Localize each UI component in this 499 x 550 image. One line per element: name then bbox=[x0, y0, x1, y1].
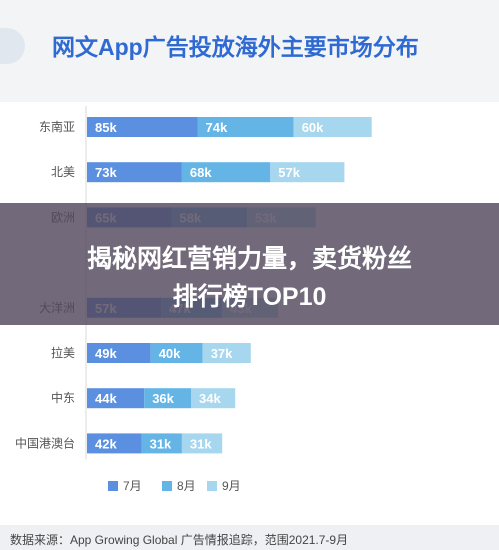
chart-svg: 东南亚85k74k60k北美73k68k57k欧洲65k58k53k大洋洲57k… bbox=[15, 106, 372, 493]
title-bar: 网文App广告投放海外主要市场分布 bbox=[0, 0, 499, 102]
category-label: 中国港澳台 bbox=[15, 435, 75, 450]
bar-segment bbox=[191, 388, 236, 409]
legend-swatch bbox=[207, 481, 217, 491]
bar-segment bbox=[87, 162, 182, 183]
bar-value-label: 42k bbox=[95, 436, 117, 451]
bar-value-label: 73k bbox=[95, 165, 117, 180]
bar-segment bbox=[144, 388, 191, 409]
source-note: 数据来源：App Growing Global 广告情报追踪，范围2021.7-… bbox=[10, 533, 349, 547]
bar-segment bbox=[87, 117, 198, 137]
bar-value-label: 31k bbox=[150, 436, 172, 451]
legend-label: 9月 bbox=[222, 479, 241, 493]
bar-segment bbox=[293, 117, 372, 137]
category-label: 北美 bbox=[51, 165, 75, 179]
legend-label: 8月 bbox=[177, 479, 196, 493]
category-label: 中东 bbox=[51, 390, 75, 405]
legend-swatch bbox=[108, 481, 118, 491]
bar-segment bbox=[87, 433, 142, 454]
bar-value-label: 68k bbox=[190, 165, 212, 180]
bar-segment bbox=[181, 433, 223, 454]
bar-value-label: 31k bbox=[190, 436, 212, 451]
source-bar: 数据来源：App Growing Global 广告情报追踪，范围2021.7-… bbox=[0, 525, 499, 550]
bar-segment bbox=[202, 343, 251, 363]
title-accent-shape bbox=[0, 28, 25, 64]
category-label: 拉美 bbox=[51, 345, 75, 360]
bar-value-label: 85k bbox=[95, 120, 117, 135]
bar-value-label: 49k bbox=[95, 346, 117, 361]
bar-segment bbox=[87, 343, 151, 363]
legend-label: 7月 bbox=[123, 479, 142, 493]
category-label: 东南亚 bbox=[39, 119, 75, 134]
banner-line-1: 揭秘网红营销力量，卖货粉丝 bbox=[86, 245, 412, 273]
bar-value-label: 34k bbox=[199, 391, 221, 406]
bar-segment bbox=[270, 162, 345, 183]
bar-value-label: 74k bbox=[206, 120, 228, 135]
bar-segment bbox=[150, 343, 203, 363]
page-title: 网文App广告投放海外主要市场分布 bbox=[52, 34, 419, 60]
banner-line-2: 排行榜TOP10 bbox=[172, 283, 327, 311]
bar-value-label: 37k bbox=[211, 346, 233, 361]
legend-swatch bbox=[162, 481, 172, 491]
bar-segment bbox=[141, 433, 182, 454]
bar-segment bbox=[197, 117, 294, 137]
bar-value-label: 40k bbox=[159, 346, 181, 361]
bar-value-label: 36k bbox=[152, 391, 174, 406]
bar-segment bbox=[181, 162, 271, 183]
bar-value-label: 57k bbox=[278, 165, 300, 180]
bar-value-label: 44k bbox=[95, 391, 117, 406]
overlay-banner[interactable]: 揭秘网红营销力量，卖货粉丝 排行榜TOP10 bbox=[0, 203, 499, 325]
bar-value-label: 60k bbox=[302, 120, 324, 135]
bar-segment bbox=[87, 388, 145, 409]
